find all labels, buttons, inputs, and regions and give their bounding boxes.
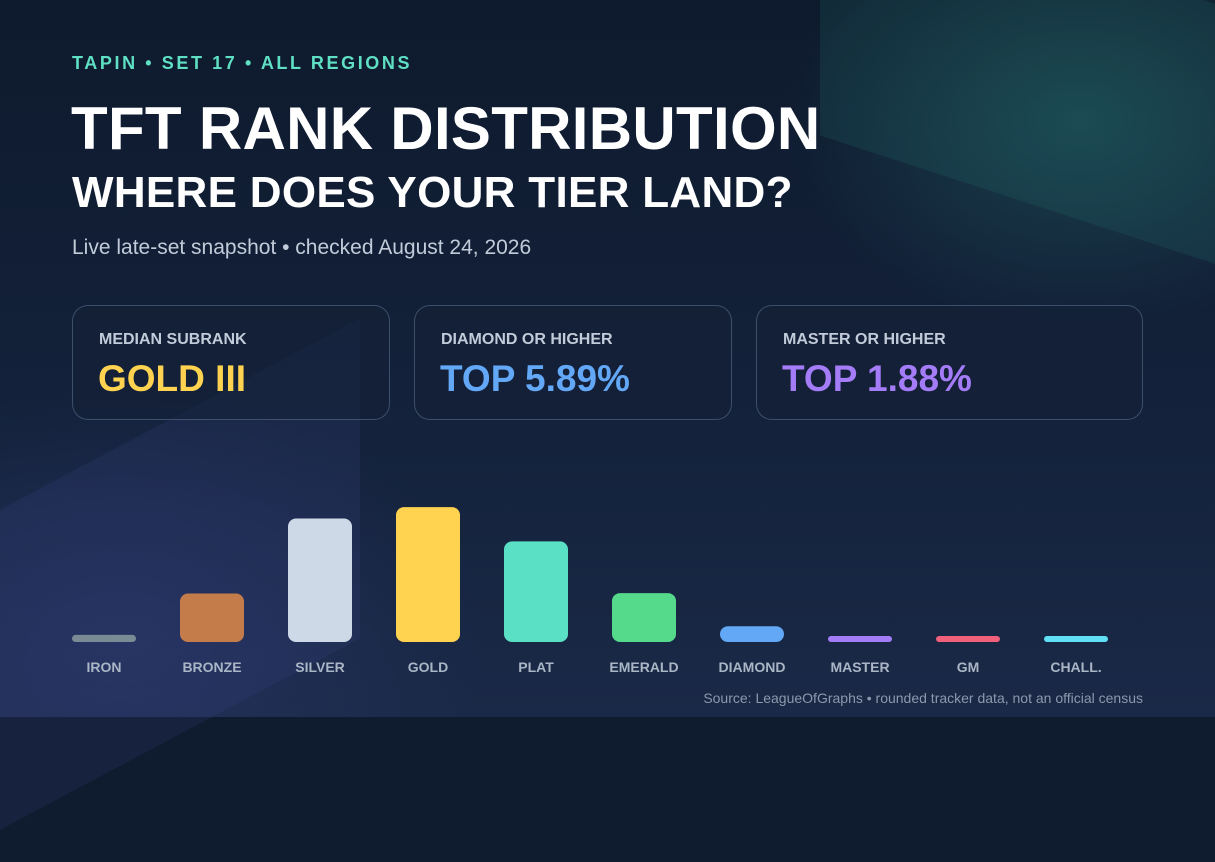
bar-bronze: [180, 593, 244, 642]
page-title: TFT RANK DISTRIBUTION: [71, 95, 821, 162]
bar-gm: [936, 636, 1000, 642]
category-label: EMERALD: [609, 659, 678, 675]
category-label: BRONZE: [182, 659, 241, 675]
stat-value: GOLD III: [98, 358, 246, 399]
bar-plat: [504, 541, 568, 642]
category-label: SILVER: [295, 659, 345, 675]
page-subtitle: WHERE DOES YOUR TIER LAND?: [72, 168, 793, 217]
category-label: PLAT: [518, 659, 554, 675]
rank-distribution-chart: IRON BRONZE SILVER GOLD PLAT EMERALD DIAMOND MA…: [72, 507, 1108, 675]
category-label: MASTER: [830, 659, 889, 675]
category-label: GM: [957, 659, 980, 675]
bar-iron: [72, 634, 136, 642]
category-label: CHALL.: [1050, 659, 1101, 675]
category-label: DIAMOND: [719, 659, 786, 675]
stat-value: TOP 1.88%: [782, 358, 972, 399]
category-label: IRON: [87, 659, 122, 675]
bar-silver: [288, 518, 352, 642]
bar-chall: [1044, 636, 1108, 642]
stat-label: MEDIAN SUBRANK: [99, 331, 247, 348]
stat-value: TOP 5.89%: [440, 358, 630, 399]
bar-group: [72, 507, 1108, 642]
stat-card-master-plus: MASTER OR HIGHER TOP 1.88%: [756, 305, 1143, 420]
bar-gold: [396, 507, 460, 642]
bar-emerald: [612, 593, 676, 642]
stat-card-median: MEDIAN SUBRANK GOLD III: [72, 305, 390, 420]
category-label-group: IRON BRONZE SILVER GOLD PLAT EMERALD DIAMOND MA…: [87, 659, 1102, 675]
stat-card-diamond-plus: DIAMOND OR HIGHER TOP 5.89%: [414, 305, 732, 420]
bar-diamond: [720, 626, 784, 642]
snapshot-caption: Live late-set snapshot • checked August …: [72, 236, 532, 259]
bar-master: [828, 636, 892, 642]
stat-label: MASTER OR HIGHER: [783, 331, 946, 348]
source-note: Source: LeagueOfGraphs • rounded tracker…: [703, 690, 1143, 706]
category-label: GOLD: [408, 659, 448, 675]
eyebrow-label: TAPIN • SET 17 • ALL REGIONS: [72, 53, 413, 73]
stat-label: DIAMOND OR HIGHER: [441, 331, 613, 348]
